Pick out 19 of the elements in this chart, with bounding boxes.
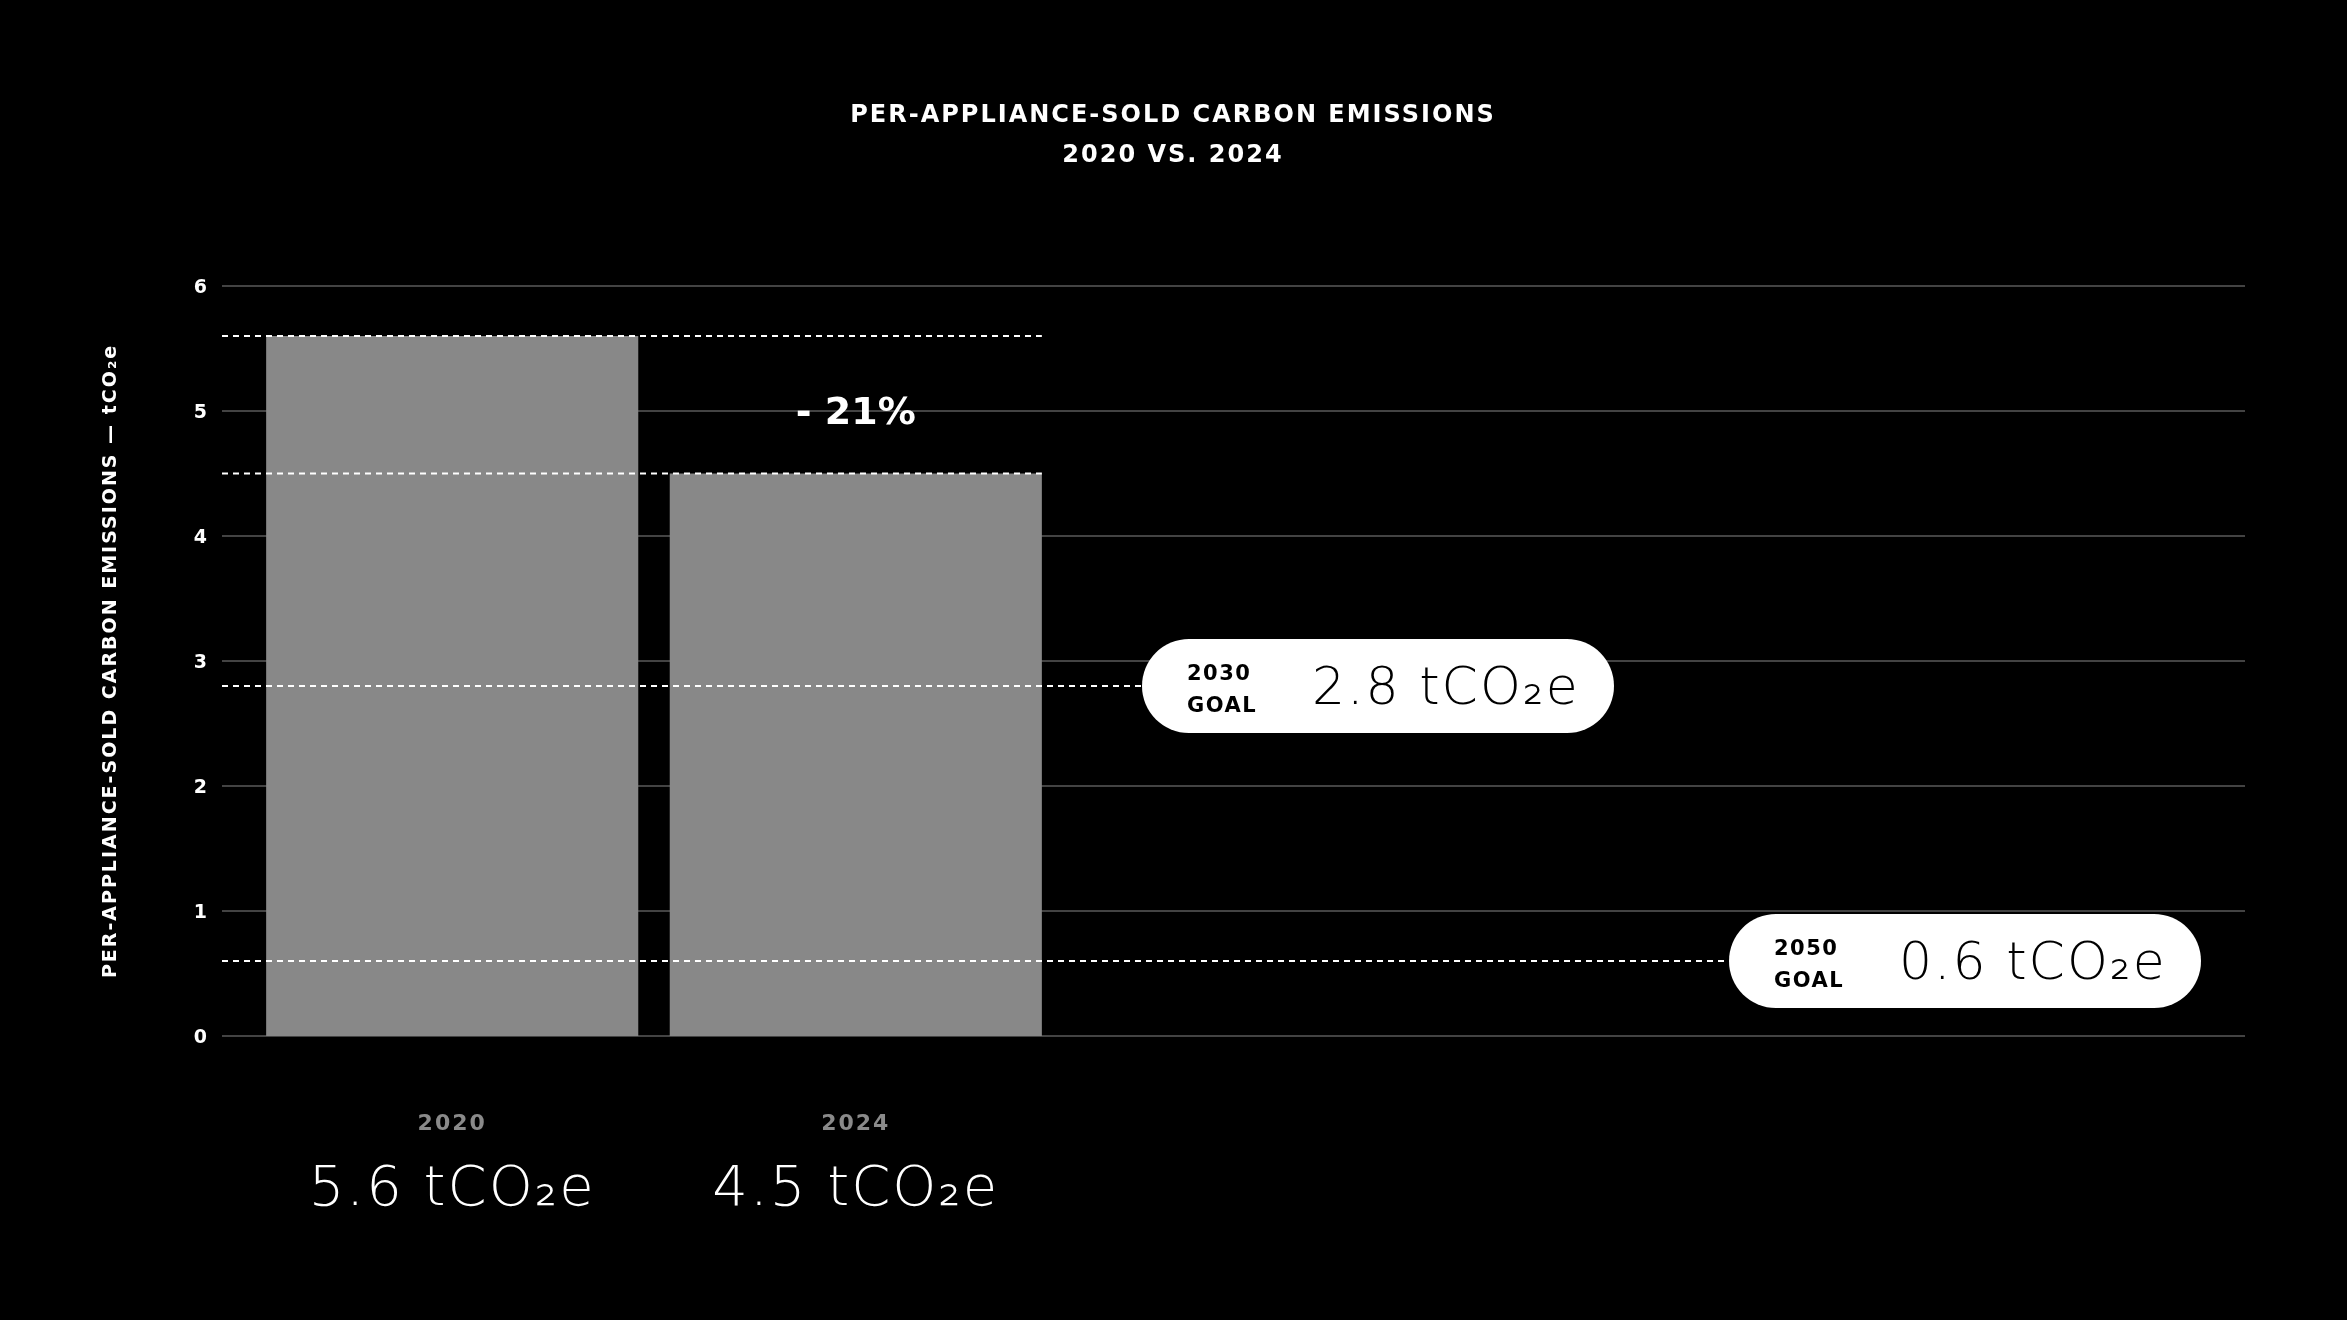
data-label: 5.6 tCO₂e [308, 1153, 596, 1218]
y-tick-label: 2 [193, 774, 207, 797]
y-tick-label: 0 [193, 1024, 207, 1047]
y-tick-label: 5 [193, 399, 207, 422]
text: PER-APPLIANCE-SOLD CARBON EMISSIONS [850, 100, 1496, 128]
x-tick-label: 2020 [417, 1110, 487, 1135]
data-label: 4.5 tCO₂e [712, 1153, 1000, 1218]
y-tick-label: 4 [193, 524, 207, 547]
text: 2.8 tCO₂e [1312, 656, 1580, 716]
y-tick-label: 1 [193, 899, 207, 922]
text: 0.6 tCO₂e [1899, 931, 2167, 991]
x-tick-label: 2024 [821, 1110, 891, 1135]
text: 2020 VS. 2024 [1062, 140, 1284, 168]
y-tick-label: 3 [193, 649, 207, 672]
y-axis-title: PER-APPLIANCE-SOLD CARBON EMISSIONS — tCO₂e [98, 343, 120, 979]
ref-line-label: 2030 GOAL [1187, 661, 1258, 717]
y-tick-label: 6 [193, 274, 207, 297]
ref-line-label: 2050 GOAL [1774, 936, 1845, 992]
annotation: - 21% [795, 388, 916, 433]
